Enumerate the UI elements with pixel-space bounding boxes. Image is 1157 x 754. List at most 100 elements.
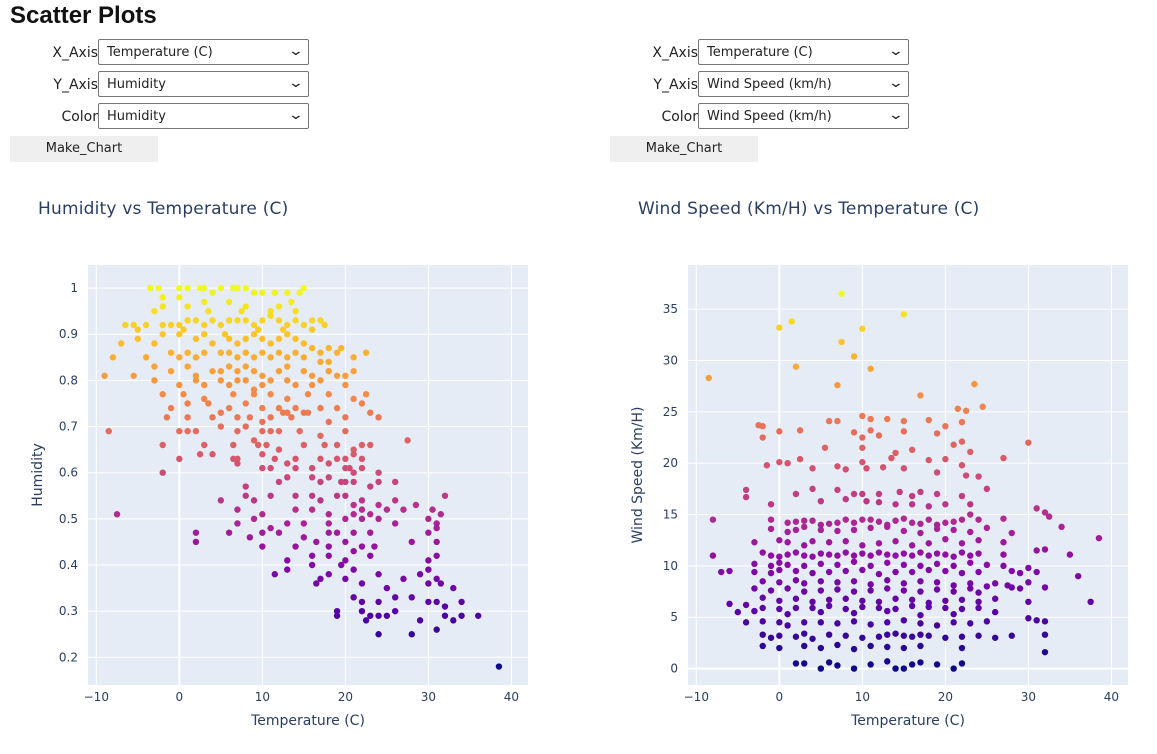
scatter-point[interactable]	[259, 529, 266, 536]
scatter-point[interactable]	[908, 519, 916, 526]
scatter-point[interactable]	[225, 317, 233, 324]
scatter-point[interactable]	[391, 478, 399, 486]
scatter-point[interactable]	[217, 377, 225, 384]
scatter-point[interactable]	[325, 552, 332, 559]
scatter-point[interactable]	[958, 438, 966, 445]
scatter-point[interactable]	[284, 520, 291, 527]
scatter-point[interactable]	[1041, 648, 1049, 656]
scatter-point[interactable]	[950, 562, 957, 570]
scatter-point[interactable]	[300, 534, 308, 541]
scatter-point[interactable]	[751, 585, 758, 592]
scatter-point[interactable]	[437, 511, 445, 518]
scatter-point[interactable]	[776, 537, 783, 544]
scatter-point[interactable]	[958, 516, 966, 523]
scatter-point[interactable]	[900, 580, 908, 587]
scatter-point[interactable]	[950, 526, 957, 534]
scatter-point[interactable]	[726, 567, 733, 575]
scatter-point[interactable]	[850, 558, 858, 565]
scatter-point[interactable]	[105, 427, 112, 435]
scatter-point[interactable]	[718, 568, 725, 576]
scatter-point[interactable]	[1000, 515, 1007, 522]
scatter-point[interactable]	[809, 485, 816, 493]
scatter-point[interactable]	[792, 526, 800, 534]
scatter-point[interactable]	[759, 423, 766, 430]
scatter-point[interactable]	[342, 414, 349, 421]
scatter-point[interactable]	[726, 600, 733, 608]
scatter-point[interactable]	[958, 418, 966, 426]
scatter-point[interactable]	[917, 392, 924, 399]
scatter-point[interactable]	[159, 294, 166, 301]
scatter-point[interactable]	[375, 478, 382, 486]
scatter-point[interactable]	[759, 594, 766, 601]
scatter-point[interactable]	[308, 561, 316, 569]
scatter-point[interactable]	[991, 634, 999, 641]
scatter-point[interactable]	[317, 377, 324, 384]
scatter-point[interactable]	[325, 511, 332, 518]
scatter-point[interactable]	[192, 538, 200, 546]
scatter-point[interactable]	[809, 517, 816, 524]
scatter-point[interactable]	[879, 464, 887, 471]
scatter-point[interactable]	[917, 520, 924, 527]
scatter-point[interactable]	[391, 607, 399, 615]
scatter-point[interactable]	[242, 483, 249, 490]
scatter-point[interactable]	[367, 409, 374, 416]
scatter-point[interactable]	[167, 404, 175, 412]
scatter-point[interactable]	[109, 354, 117, 361]
scatter-point[interactable]	[1000, 551, 1007, 558]
scatter-point[interactable]	[925, 516, 932, 523]
scatter-point[interactable]	[308, 381, 316, 389]
scatter-point[interactable]	[751, 607, 758, 615]
scatter-point[interactable]	[950, 619, 957, 626]
scatter-point[interactable]	[362, 349, 370, 356]
scatter-point[interactable]	[900, 428, 908, 435]
scatter-point[interactable]	[867, 552, 874, 559]
scatter-point[interactable]	[950, 518, 957, 525]
scatter-point[interactable]	[292, 335, 299, 343]
scatter-point[interactable]	[962, 472, 970, 479]
scatter-point[interactable]	[242, 349, 249, 356]
scatter-point[interactable]	[317, 478, 324, 486]
scatter-point[interactable]	[776, 597, 783, 604]
scatter-point[interactable]	[875, 499, 883, 506]
scatter-point[interactable]	[375, 598, 382, 606]
scatter-point[interactable]	[825, 602, 833, 610]
scatter-point[interactable]	[358, 464, 366, 472]
scatter-point[interactable]	[458, 612, 465, 619]
scatter-point[interactable]	[850, 552, 858, 559]
scatter-point[interactable]	[495, 663, 503, 670]
scatter-point[interactable]	[391, 497, 399, 504]
scatter-point[interactable]	[801, 517, 808, 524]
scatter-point[interactable]	[288, 414, 295, 421]
scatter-point[interactable]	[317, 358, 324, 366]
scatter-point[interactable]	[217, 409, 225, 416]
scatter-point[interactable]	[850, 578, 858, 585]
scatter-point[interactable]	[342, 492, 349, 499]
scatter-point[interactable]	[333, 455, 341, 463]
scatter-point[interactable]	[209, 317, 216, 324]
scatter-point[interactable]	[892, 552, 899, 559]
scatter-point[interactable]	[217, 497, 225, 504]
scatter-point[interactable]	[763, 462, 771, 469]
scatter-point[interactable]	[1000, 562, 1007, 570]
scatter-point[interactable]	[350, 469, 357, 476]
scatter-point[interactable]	[450, 584, 457, 592]
scatter-point[interactable]	[958, 492, 966, 500]
scatter-point[interactable]	[842, 567, 849, 575]
scatter-point[interactable]	[958, 605, 966, 613]
scatter-point[interactable]	[776, 428, 783, 435]
scatter-point[interactable]	[192, 377, 200, 384]
scatter-point[interactable]	[271, 289, 278, 296]
scatter-point[interactable]	[933, 469, 941, 476]
scatter-point[interactable]	[267, 307, 274, 315]
scatter-point[interactable]	[908, 492, 916, 500]
scatter-point[interactable]	[834, 463, 841, 470]
scatter-point[interactable]	[155, 284, 162, 292]
scatter-point[interactable]	[950, 610, 957, 618]
scatter-point[interactable]	[842, 549, 849, 556]
scatter-point[interactable]	[958, 596, 966, 603]
scatter-point[interactable]	[192, 335, 200, 343]
scatter-point[interactable]	[834, 527, 841, 535]
scatter-point[interactable]	[350, 446, 357, 453]
scatter-point[interactable]	[834, 620, 841, 627]
scatter-point[interactable]	[908, 596, 916, 603]
